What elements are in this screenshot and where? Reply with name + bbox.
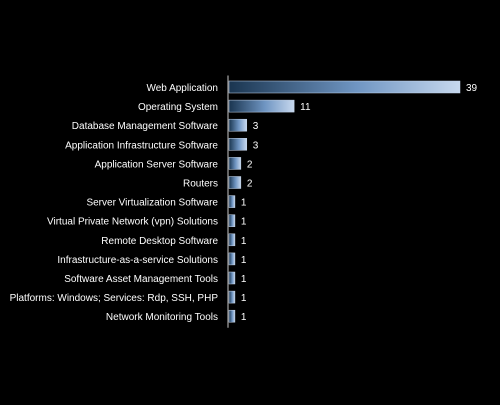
category-label-1: Operating System [138, 102, 218, 113]
category-label-11: Platforms: Windows; Services: Rdp, SSH, … [10, 293, 219, 304]
value-label-11: 1 [241, 293, 247, 304]
category-labels: Web Application Operating System Database … [10, 83, 219, 323]
bar-7 [228, 214, 236, 227]
value-label-5: 2 [247, 179, 253, 190]
category-label-0: Web Application [146, 83, 218, 94]
bar-9 [228, 252, 236, 266]
category-label-5: Routers [183, 179, 218, 190]
bar-2 [228, 118, 248, 132]
category-label-9: Infrastructure-as-a-service Solutions [57, 255, 218, 266]
category-label-6: Server Virtualization Software [86, 198, 218, 209]
category-label-7: Virtual Private Network (vpn) Solutions [47, 217, 218, 228]
value-label-4: 2 [247, 159, 253, 170]
category-label-10: Software Asset Management Tools [64, 274, 218, 285]
bar-6 [228, 195, 236, 208]
category-label-12: Network Monitoring Tools [106, 312, 218, 323]
bar-4 [228, 157, 242, 170]
bar-12 [228, 309, 236, 323]
value-label-1: 11 [300, 102, 311, 113]
bar-1 [228, 99, 295, 113]
category-label-4: Application Server Software [95, 159, 219, 170]
value-label-9: 1 [241, 255, 247, 266]
value-label-8: 1 [241, 236, 247, 247]
value-label-12: 1 [241, 312, 247, 323]
bar-3 [228, 138, 248, 151]
bar-8 [228, 233, 236, 247]
value-label-6: 1 [241, 198, 247, 209]
bars-layer [228, 80, 461, 323]
category-label-3: Application Infrastructure Software [65, 140, 218, 151]
bar-10 [228, 271, 236, 285]
value-label-7: 1 [241, 217, 247, 228]
value-label-0: 39 [466, 83, 478, 94]
category-label-8: Remote Desktop Software [101, 236, 218, 247]
bar-5 [228, 176, 242, 189]
value-label-10: 1 [241, 274, 247, 285]
category-label-2: Database Management Software [72, 121, 219, 132]
bar-11 [228, 290, 236, 304]
value-label-3: 3 [253, 140, 259, 151]
value-label-2: 3 [253, 121, 259, 132]
bar-0 [228, 80, 461, 94]
